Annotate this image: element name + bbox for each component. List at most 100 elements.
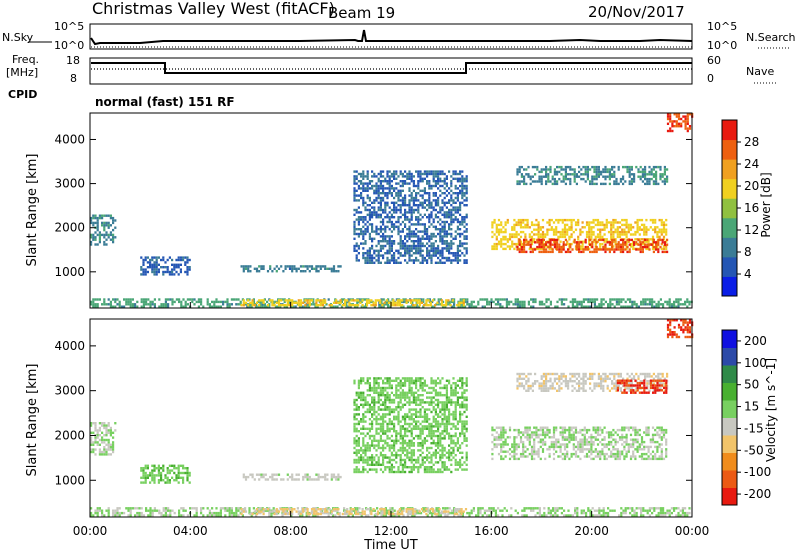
- echo-cell: [582, 298, 585, 301]
- echo-cell: [357, 510, 360, 513]
- echo-cell: [611, 248, 614, 251]
- echo-cell: [578, 250, 581, 254]
- echo-cell: [364, 434, 367, 438]
- echo-cell: [505, 509, 508, 512]
- echo-cell: [263, 303, 266, 306]
- echo-cell: [426, 204, 429, 207]
- echo-cell: [439, 218, 442, 221]
- echo-cell: [483, 298, 486, 301]
- echo-cell: [406, 172, 409, 176]
- echo-cell: [556, 182, 559, 186]
- echo-cell: [426, 180, 429, 183]
- echo-cell: [382, 420, 385, 423]
- echo-cell: [365, 508, 369, 511]
- echo-cell: [415, 247, 418, 250]
- echo-cell: [648, 514, 651, 517]
- echo-cell: [368, 223, 371, 226]
- echo-cell: [379, 301, 382, 304]
- echo-cell: [558, 507, 561, 510]
- echo-cell: [680, 117, 683, 121]
- echo-cell: [419, 242, 422, 245]
- echo-cell: [452, 177, 455, 180]
- echo-cell: [153, 270, 156, 274]
- echo-cell: [105, 438, 108, 442]
- echo-cell: [271, 475, 274, 479]
- echo-cell: [603, 238, 606, 241]
- echo-cell: [107, 514, 110, 517]
- echo-cell: [423, 510, 426, 513]
- echo-cell: [417, 230, 420, 233]
- echo-cell: [382, 386, 385, 390]
- echo-cell: [368, 384, 371, 387]
- echo-cell: [390, 249, 393, 252]
- echo-cell: [417, 175, 420, 178]
- echo-cell: [105, 434, 108, 437]
- echo-cell: [419, 189, 422, 192]
- echo-cell: [244, 475, 248, 479]
- echo-cell: [616, 226, 619, 229]
- echo-cell: [357, 299, 360, 302]
- echo-cell: [516, 180, 519, 183]
- echo-cell: [408, 201, 411, 204]
- echo-cell: [353, 208, 356, 212]
- echo-cell: [401, 406, 404, 409]
- echo-cell: [665, 247, 668, 251]
- echo-cell: [569, 177, 572, 181]
- echo-cell: [92, 298, 95, 301]
- echo-cell: [590, 226, 593, 229]
- echo-cell: [228, 514, 231, 517]
- echo-cell: [375, 454, 378, 457]
- echo-cell: [285, 509, 288, 512]
- echo-cell: [431, 514, 434, 517]
- echo-cell: [213, 511, 216, 515]
- echo-cell: [155, 467, 158, 470]
- echo-cell: [188, 258, 191, 262]
- echo-cell: [426, 507, 429, 510]
- echo-cell: [313, 478, 316, 481]
- echo-cell: [366, 252, 369, 255]
- echo-cell: [164, 303, 167, 306]
- echo-cell: [584, 248, 587, 251]
- echo-cell: [401, 434, 404, 438]
- echo-cell: [641, 168, 644, 171]
- echo-cell: [353, 425, 356, 428]
- echo-cell: [325, 511, 328, 515]
- echo-cell: [262, 512, 265, 516]
- echo-cell: [173, 273, 176, 276]
- echo-cell: [462, 299, 465, 302]
- echo-cell: [518, 243, 521, 246]
- echo-cell: [486, 509, 489, 512]
- echo-cell: [463, 187, 466, 190]
- echo-cell: [362, 466, 365, 469]
- echo-cell: [580, 177, 583, 181]
- echo-cell: [618, 221, 622, 224]
- echo-cell: [516, 248, 519, 251]
- echo-cell: [362, 449, 365, 452]
- echo-cell: [379, 403, 382, 406]
- echo-cell: [151, 469, 154, 472]
- echo-cell: [408, 235, 411, 238]
- echo-cell: [255, 509, 258, 512]
- echo-cell: [548, 247, 551, 251]
- colorbar-tick-label: 12: [744, 223, 759, 237]
- echo-cell: [357, 406, 360, 409]
- echo-cell: [582, 511, 585, 515]
- echo-cell: [623, 238, 626, 241]
- echo-cell: [477, 507, 480, 510]
- echo-cell: [422, 507, 425, 510]
- colorbar-segment: [722, 237, 737, 258]
- echo-cell: [640, 238, 644, 241]
- echo-cell: [251, 475, 254, 479]
- echo-cell: [677, 115, 681, 118]
- echo-cell: [157, 263, 160, 266]
- colorbar-segment: [722, 198, 737, 219]
- echo-cell: [371, 442, 374, 445]
- echo-cell: [538, 507, 541, 510]
- echo-cell: [626, 245, 629, 249]
- echo-cell: [514, 303, 517, 306]
- echo-cell: [355, 394, 358, 397]
- echo-cell: [371, 434, 374, 438]
- echo-cell: [255, 508, 259, 511]
- echo-cell: [149, 305, 152, 308]
- echo-cell: [397, 256, 400, 260]
